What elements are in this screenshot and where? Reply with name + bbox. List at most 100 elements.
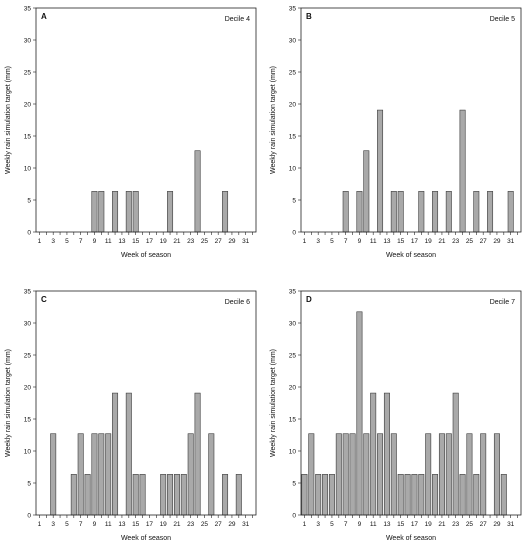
bar — [132, 474, 139, 516]
x-tick-label: 19 — [425, 238, 433, 245]
decile-label: Decile 5 — [490, 16, 515, 23]
x-tick-label: 31 — [242, 238, 250, 245]
x-tick-label: 23 — [187, 238, 195, 245]
y-tick-label: 10 — [24, 165, 32, 172]
y-tick-label: 15 — [24, 416, 32, 423]
bar — [91, 191, 98, 233]
y-tick-label: 20 — [289, 101, 297, 108]
x-tick-label: 7 — [344, 238, 348, 245]
y-tick-label: 10 — [24, 448, 32, 455]
x-tick-label: 1 — [303, 238, 307, 245]
bar — [84, 474, 91, 516]
bar — [438, 433, 445, 516]
bar — [445, 433, 452, 516]
y-tick-label: 35 — [24, 288, 32, 295]
plot-frame — [300, 290, 522, 516]
x-tick-label: 15 — [397, 238, 405, 245]
bar — [418, 191, 425, 233]
x-tick-label: 29 — [228, 238, 236, 245]
plot-frame — [35, 290, 257, 516]
bar — [383, 392, 390, 516]
x-tick-label: 27 — [480, 521, 488, 528]
x-tick-label: 17 — [146, 521, 154, 528]
y-tick-label: 30 — [289, 320, 297, 327]
x-tick-label: 31 — [507, 521, 515, 528]
bar — [397, 191, 404, 233]
x-tick-label: 23 — [187, 521, 195, 528]
x-tick-label: 25 — [466, 238, 474, 245]
bar — [404, 474, 411, 516]
decile-label: Decile 7 — [490, 299, 515, 306]
bar — [507, 191, 514, 233]
y-tick-label: 0 — [27, 512, 31, 519]
bar — [342, 433, 349, 516]
bar — [235, 474, 242, 516]
x-tick-label: 21 — [438, 521, 446, 528]
bar — [139, 474, 146, 516]
bar — [132, 191, 139, 233]
bar — [112, 191, 119, 233]
bar — [98, 433, 105, 516]
bar — [418, 474, 425, 516]
bar — [459, 109, 466, 233]
x-tick-label: 27 — [215, 521, 223, 528]
bar — [459, 474, 466, 516]
bar — [493, 433, 500, 516]
bar — [500, 474, 507, 516]
x-tick-label: 31 — [242, 521, 250, 528]
bar — [397, 474, 404, 516]
bar — [77, 433, 84, 516]
x-tick-label: 27 — [480, 238, 488, 245]
x-tick-label: 11 — [370, 521, 377, 528]
x-tick-label: 25 — [466, 521, 474, 528]
bar — [411, 474, 418, 516]
bar — [167, 191, 174, 233]
bar — [390, 191, 397, 233]
bar — [167, 474, 174, 516]
x-tick-label: 19 — [160, 238, 168, 245]
plot-frame — [300, 7, 522, 233]
x-axis-title: Week of season — [121, 252, 171, 259]
decile-label: Decile 4 — [225, 16, 250, 23]
x-tick-label: 5 — [65, 238, 69, 245]
x-tick-label: 23 — [452, 238, 460, 245]
y-tick-label: 5 — [292, 480, 296, 487]
y-tick-label: 15 — [289, 416, 297, 423]
y-tick-label: 10 — [289, 165, 297, 172]
x-tick-label: 13 — [118, 521, 126, 528]
x-tick-label: 25 — [201, 238, 209, 245]
y-tick-label: 0 — [27, 229, 31, 236]
bar — [466, 433, 473, 516]
x-axis-title: Week of season — [121, 535, 171, 542]
x-tick-label: 15 — [132, 521, 140, 528]
y-tick-label: 0 — [292, 229, 296, 236]
y-tick-label: 35 — [289, 5, 297, 12]
bar — [432, 474, 439, 516]
x-tick-label: 29 — [493, 238, 501, 245]
x-tick-label: 9 — [93, 521, 97, 528]
x-tick-label: 21 — [173, 521, 181, 528]
y-tick-label: 35 — [24, 5, 32, 12]
bar — [222, 191, 229, 233]
bar — [194, 150, 201, 233]
x-tick-label: 11 — [105, 238, 112, 245]
bar — [432, 191, 439, 233]
x-tick-label: 9 — [358, 521, 362, 528]
bar — [370, 392, 377, 516]
bar — [445, 191, 452, 233]
bar — [377, 433, 384, 516]
bar — [125, 392, 132, 516]
bar — [194, 392, 201, 516]
x-tick-label: 13 — [383, 521, 391, 528]
x-tick-label: 1 — [38, 521, 42, 528]
x-tick-label: 5 — [65, 521, 69, 528]
y-tick-label: 0 — [292, 512, 296, 519]
bar — [222, 474, 229, 516]
bar — [180, 474, 187, 516]
y-tick-label: 30 — [24, 320, 32, 327]
x-tick-label: 13 — [118, 238, 126, 245]
y-tick-label: 25 — [289, 69, 297, 76]
x-axis-title: Week of season — [386, 535, 436, 542]
y-tick-label: 20 — [289, 384, 297, 391]
